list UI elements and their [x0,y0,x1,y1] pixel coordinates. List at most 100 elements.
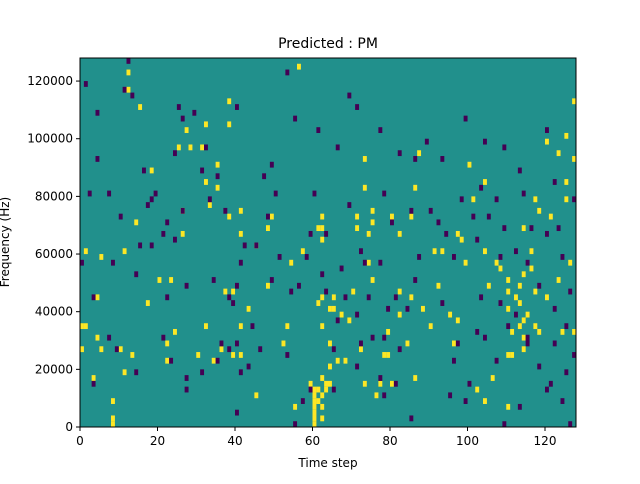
heatmap-cell-high [343,357,348,364]
heatmap-cell-low [316,127,321,134]
heatmap-cell-high [184,127,189,134]
heatmap-cell-high [382,352,387,358]
heatmap-cells [80,58,577,428]
heatmap-cell-high [312,415,317,422]
heatmap-cell-high [227,98,232,105]
heatmap-cell-low [568,421,573,428]
heatmap-cell-high [312,386,317,393]
heatmap-cell-high [397,288,402,295]
heatmap-cell-high [254,392,259,399]
heatmap-cell-low [572,196,577,203]
heatmap-cell-low [548,380,553,387]
heatmap-cell-high [525,311,530,318]
heatmap-cell-low [475,236,480,243]
heatmap-cell-high [134,219,139,226]
heatmap-cell-low [250,323,255,330]
heatmap-cell-high [560,328,565,335]
heatmap-cell-high [118,346,123,353]
heatmap-cell-low [215,357,220,364]
heatmap-cell-low [138,242,143,249]
heatmap-cell-low [266,213,270,220]
heatmap-cell-low [537,363,542,370]
heatmap-cell-high [320,294,325,301]
heatmap-cell-high [312,403,317,410]
heatmap-cell-low [479,184,484,191]
heatmap-cell-low [424,138,429,145]
heatmap-cell-high [498,265,503,272]
heatmap-cell-high [370,219,375,226]
heatmap-cell-high [157,277,162,283]
heatmap-cell-high [111,415,115,422]
x-axis: 0 20 40 60 80 100 120 [76,427,556,448]
heatmap-cell-low [87,190,92,197]
heatmap-cell-high [231,288,236,295]
heatmap-cell-high [83,323,88,330]
heatmap-cell-low [463,398,468,404]
heatmap-cell-low [107,334,112,341]
heatmap-cell-low [308,230,313,237]
heatmap-cell-low [134,271,139,278]
heatmap-cell-high [533,288,538,295]
heatmap-cell-low [506,323,511,330]
heatmap-cell-high [506,288,511,295]
heatmap-cell-low [537,282,542,289]
heatmap-cell-low [285,69,290,76]
heatmap-cell-low [444,230,449,237]
heatmap-cell-high [517,323,522,330]
heatmap-cell-low [514,248,518,255]
heatmap-cell-high [413,375,418,381]
heatmap-cell-high [80,346,84,353]
heatmap-cell-high [308,380,313,387]
heatmap-cell-low [173,236,177,243]
x-axis-label: Time step [297,456,357,470]
heatmap-cell-low [483,138,487,145]
heatmap-cell-high [366,259,371,266]
heatmap-cell-low [409,415,414,422]
heatmap-cell-low [180,115,185,122]
heatmap-cell-low [355,311,360,318]
heatmap-cell-low [165,294,170,301]
heatmap-cell-low [413,156,418,162]
heatmap-cell-low [324,230,329,237]
heatmap-cell-low [269,277,274,283]
heatmap-cell-low [378,127,383,134]
heatmap-cell-high [328,380,332,387]
heatmap-cell-high [130,352,135,358]
heatmap-cell-high [126,69,131,76]
x-tick-label: 40 [227,434,242,448]
heatmap-cell-low [471,213,476,220]
heatmap-cell-low [223,207,228,214]
heatmap-cell-low [80,259,84,266]
heatmap-cell-high [545,294,549,301]
heatmap-cell-high [378,380,383,387]
heatmap-cell-low [378,259,383,266]
heatmap-cell-high [316,300,321,306]
heatmap-cell-high [111,398,115,404]
heatmap-cell-high [297,63,301,70]
heatmap-cell-low [95,156,100,162]
heatmap-cell-high [510,352,515,358]
heatmap-cell-low [227,294,232,301]
heatmap-cell-low [397,150,402,157]
heatmap-cell-low [560,254,565,260]
heatmap-cell-high [320,415,325,422]
heatmap-cell-high [374,392,379,399]
heatmap-cell-high [231,352,236,358]
heatmap-cell-high [316,225,321,232]
heatmap-cell-low [552,340,557,347]
heatmap-cell-high [483,398,487,404]
plot-frame [79,57,577,428]
heatmap-cell-low [436,219,441,226]
heatmap-cell-low [200,167,205,174]
heatmap-cell-low [227,346,232,353]
heatmap-cell-low [114,346,119,353]
heatmap-cell-high [514,294,518,301]
heatmap-cell-low [211,277,216,283]
heatmap-cell-low [463,115,468,122]
heatmap-cell-high [572,156,577,162]
heatmap-cell-low [184,282,189,289]
heatmap-cell-high [149,167,154,174]
heatmap-cell-high [91,375,96,381]
heatmap-cell-high [204,179,208,185]
